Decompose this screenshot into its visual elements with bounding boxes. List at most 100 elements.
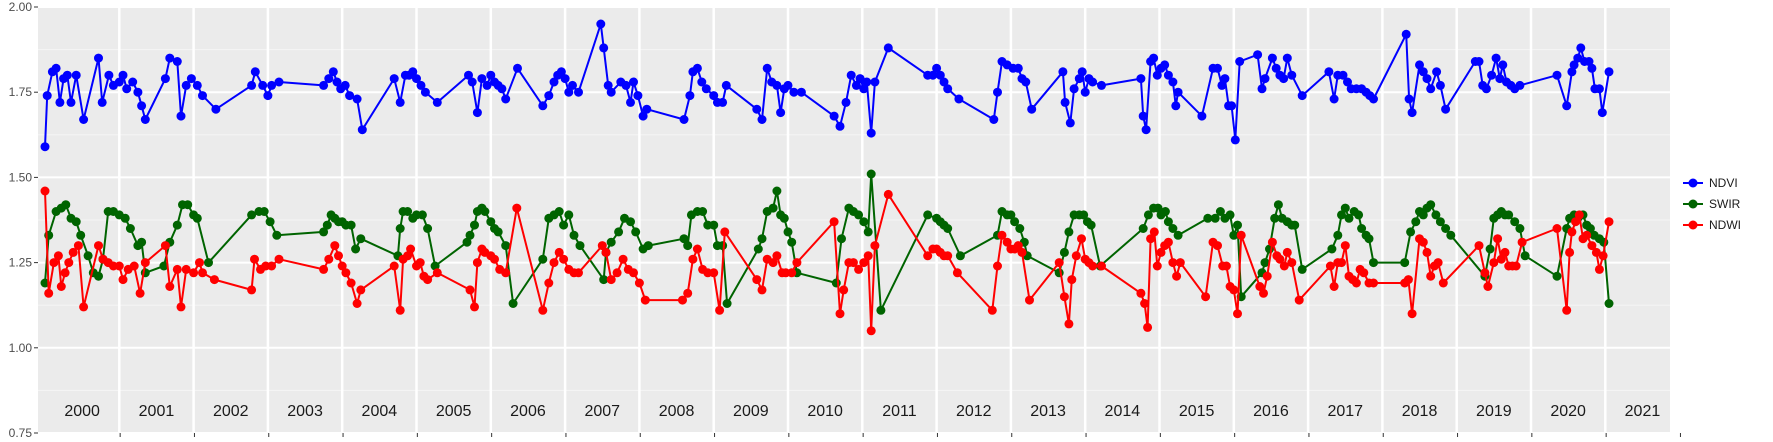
data-point-ndwi — [1152, 261, 1162, 271]
data-point-ndvi — [40, 142, 50, 152]
data-point-swir — [606, 237, 616, 247]
data-point-ndvi — [55, 97, 65, 107]
data-point-ndwi — [1574, 210, 1584, 220]
data-point-swir — [1327, 244, 1337, 254]
data-point-swir — [1364, 234, 1374, 244]
data-point-ndvi — [1487, 70, 1497, 80]
data-point-swir — [599, 275, 609, 285]
data-point-ndwi — [501, 268, 511, 278]
data-point-swir — [395, 224, 405, 233]
data-point-ndwi — [1403, 275, 1413, 285]
series-ndwi — [40, 186, 1614, 336]
data-point-ndvi — [1230, 135, 1240, 145]
y-tick-label: 1.50 — [9, 170, 33, 184]
data-point-ndvi — [332, 77, 342, 87]
data-point-swir — [955, 251, 965, 261]
data-point-ndwi — [854, 264, 864, 274]
data-point-swir — [1520, 251, 1530, 261]
data-point-swir — [1015, 224, 1025, 233]
data-point-ndwi — [432, 268, 442, 278]
data-point-ndwi — [640, 295, 650, 305]
data-point-ndvi — [851, 80, 861, 90]
data-point-ndwi — [1426, 271, 1436, 281]
data-point-ndwi — [79, 302, 89, 312]
data-point-ndwi — [247, 285, 257, 295]
data-point-swir — [1006, 210, 1016, 220]
data-point-ndvi — [1576, 43, 1586, 53]
data-point-ndvi — [1569, 60, 1579, 70]
legend-label: SWIR — [1709, 197, 1741, 211]
data-point-swir — [272, 230, 282, 240]
data-point-swir — [1160, 207, 1170, 216]
data-point-ndwi — [923, 251, 933, 261]
data-point-ndwi — [692, 244, 702, 254]
data-point-swir — [247, 210, 257, 220]
data-point-ndvi — [1415, 60, 1424, 70]
data-point-ndwi — [757, 285, 767, 295]
data-point-ndwi — [1140, 299, 1150, 308]
data-point-ndwi — [1496, 254, 1506, 264]
data-point-swir — [1441, 224, 1451, 233]
data-point-ndwi — [267, 261, 277, 271]
data-point-ndwi — [768, 258, 778, 268]
data-point-swir — [417, 210, 427, 220]
data-point-swir — [1138, 224, 1148, 233]
data-point-ndwi — [395, 305, 405, 315]
data-point-ndvi — [513, 63, 522, 73]
data-point-ndvi — [1287, 70, 1297, 80]
data-point-swir — [1585, 224, 1595, 233]
data-point-ndwi — [1236, 230, 1246, 240]
data-point-ndvi — [432, 97, 442, 107]
data-point-ndvi — [1097, 80, 1106, 90]
data-point-ndvi — [467, 77, 477, 87]
data-point-swir — [1203, 213, 1213, 223]
data-point-swir — [183, 200, 193, 210]
legend-item-ndwi: NDWI — [1683, 218, 1741, 232]
data-series — [40, 19, 1614, 336]
data-point-ndvi — [1279, 74, 1289, 84]
data-point-ndvi — [1498, 60, 1508, 70]
data-point-ndvi — [1401, 29, 1411, 39]
data-point-ndwi — [1143, 322, 1153, 332]
data-point-ndwi — [993, 261, 1002, 271]
data-point-ndwi — [943, 251, 953, 261]
data-point-swir — [779, 213, 789, 223]
data-point-swir — [1411, 217, 1421, 227]
data-point-swir — [83, 251, 93, 261]
year-label: 2004 — [362, 403, 398, 420]
data-point-ndvi — [497, 84, 507, 94]
data-point-ndvi — [841, 97, 851, 107]
data-point-ndwi — [1359, 268, 1369, 278]
data-point-ndvi — [1021, 77, 1031, 87]
data-point-swir — [1225, 210, 1235, 220]
data-point-ndwi — [1418, 237, 1428, 247]
data-point-swir — [265, 217, 275, 227]
data-point-ndwi — [1233, 309, 1242, 319]
data-point-ndwi — [1067, 275, 1077, 285]
data-point-ndvi — [247, 80, 257, 90]
data-point-ndvi — [352, 94, 362, 104]
data-point-ndvi — [62, 70, 72, 80]
data-point-swir — [1010, 217, 1020, 227]
y-tick-label: 2.00 — [9, 0, 33, 14]
data-point-ndwi — [709, 268, 719, 278]
data-point-ndvi — [1197, 111, 1207, 121]
data-point-swir — [554, 207, 564, 216]
data-point-ndwi — [601, 247, 611, 257]
data-point-ndvi — [71, 70, 81, 80]
data-point-ndvi — [544, 91, 554, 101]
data-point-ndwi — [129, 261, 139, 271]
data-point-ndvi — [568, 80, 577, 90]
data-point-ndwi — [870, 241, 880, 251]
data-point-ndvi — [94, 53, 103, 63]
data-point-ndwi — [319, 264, 329, 274]
data-point-swir — [1337, 210, 1346, 220]
data-point-ndvi — [599, 43, 609, 53]
data-point-ndvi — [596, 19, 606, 29]
year-label: 2002 — [213, 403, 249, 420]
data-point-ndwi — [195, 258, 204, 268]
data-point-swir — [772, 186, 782, 196]
data-point-ndvi — [345, 91, 355, 101]
data-point-ndwi — [618, 254, 628, 264]
data-point-ndvi — [1267, 53, 1277, 63]
